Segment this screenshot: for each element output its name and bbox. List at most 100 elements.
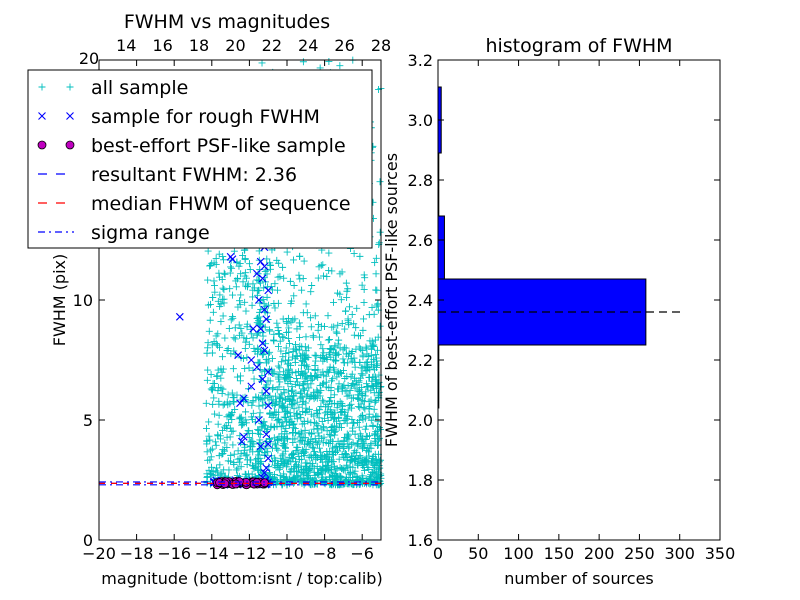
all-sample-point xyxy=(298,286,306,294)
all-sample-point xyxy=(280,473,288,481)
all-sample-point xyxy=(242,416,250,424)
all-sample-point xyxy=(276,378,284,386)
all-sample-point xyxy=(324,336,332,344)
all-sample-point xyxy=(345,391,353,399)
all-sample-point xyxy=(335,370,343,378)
all-sample-point xyxy=(283,248,291,256)
all-sample-point xyxy=(297,388,305,396)
all-sample-point xyxy=(338,268,346,276)
all-sample-point xyxy=(251,456,259,464)
all-sample-point xyxy=(254,466,262,474)
histogram-y-tick-label: 1.8 xyxy=(408,471,433,490)
all-sample-point xyxy=(330,415,338,423)
all-sample-point xyxy=(276,472,284,480)
all-sample-point xyxy=(291,315,299,323)
all-sample-point xyxy=(232,277,240,285)
all-sample-point xyxy=(277,358,285,366)
all-sample-point xyxy=(217,318,225,326)
scatter-top-tick-label: 16 xyxy=(152,36,172,55)
all-sample-point xyxy=(229,441,237,449)
all-sample-point xyxy=(266,409,274,417)
all-sample-point xyxy=(354,395,362,403)
rough-fwhm-point xyxy=(253,269,261,278)
all-sample-point xyxy=(280,274,288,282)
all-sample-point xyxy=(268,355,276,363)
all-sample-point xyxy=(307,393,315,401)
all-sample-point xyxy=(220,466,228,474)
all-sample-point xyxy=(302,333,310,341)
all-sample-point xyxy=(317,341,325,349)
all-sample-point xyxy=(349,424,357,432)
all-sample-point xyxy=(295,382,303,390)
all-sample-point xyxy=(337,408,345,416)
all-sample-point xyxy=(305,474,313,482)
all-sample-point xyxy=(257,305,265,313)
all-sample-point xyxy=(343,461,351,469)
all-sample-point xyxy=(297,367,305,375)
all-sample-point xyxy=(376,322,384,330)
all-sample-point xyxy=(328,410,336,418)
all-sample-point xyxy=(319,424,327,432)
all-sample-point xyxy=(293,443,301,451)
all-sample-point xyxy=(326,473,334,481)
all-sample-point xyxy=(359,315,367,323)
all-sample-point xyxy=(298,357,306,365)
all-sample-point xyxy=(296,411,304,419)
all-sample-point xyxy=(284,365,292,373)
all-sample-point xyxy=(318,426,326,434)
all-sample-point xyxy=(322,383,330,391)
all-sample-point xyxy=(254,451,262,459)
all-sample-point xyxy=(229,365,237,373)
all-sample-point xyxy=(245,470,253,478)
all-sample-point xyxy=(274,342,282,350)
all-sample-point xyxy=(242,307,250,315)
all-sample-point xyxy=(367,342,375,350)
all-sample-point xyxy=(289,256,297,264)
all-sample-point xyxy=(248,437,256,445)
all-sample-point xyxy=(307,410,315,418)
all-sample-point xyxy=(348,415,356,423)
all-sample-point xyxy=(314,429,322,437)
all-sample-point xyxy=(203,424,210,432)
all-sample-point xyxy=(297,372,305,380)
all-sample-point xyxy=(316,381,324,389)
all-sample-point xyxy=(331,349,339,357)
all-sample-point xyxy=(273,256,281,264)
all-sample-point xyxy=(362,367,370,375)
all-sample-point xyxy=(284,387,292,395)
all-sample-point xyxy=(350,456,358,464)
all-sample-point xyxy=(286,467,294,475)
all-sample-point xyxy=(225,324,233,332)
all-sample-point xyxy=(323,447,331,455)
all-sample-point xyxy=(226,269,234,277)
all-sample-point xyxy=(230,460,238,468)
all-sample-point xyxy=(345,435,353,443)
all-sample-point xyxy=(315,444,323,452)
all-sample-point xyxy=(285,369,293,377)
all-sample-point xyxy=(297,462,305,470)
rough-fwhm-point xyxy=(258,375,267,384)
all-sample-point xyxy=(363,345,371,353)
all-sample-point xyxy=(307,314,315,322)
all-sample-point xyxy=(218,389,226,397)
all-sample-point xyxy=(359,326,367,334)
all-sample-point xyxy=(296,342,304,350)
all-sample-point xyxy=(338,385,346,393)
all-sample-point xyxy=(355,394,363,402)
all-sample-point xyxy=(241,345,249,353)
scatter-top-tick-label: 20 xyxy=(225,36,245,55)
scatter-x-ticks: −20 −18 −16 −14 −12 −10 −8 −6 xyxy=(82,60,374,563)
all-sample-point xyxy=(295,271,303,279)
all-sample-point xyxy=(292,389,300,397)
all-sample-point xyxy=(270,337,278,345)
all-sample-point xyxy=(218,368,226,376)
all-sample-point xyxy=(371,366,379,374)
all-sample-point xyxy=(211,438,219,446)
all-sample-point xyxy=(228,427,236,435)
all-sample-point xyxy=(340,344,348,352)
all-sample-point xyxy=(349,380,357,388)
histogram-y-tick-label: 3.0 xyxy=(408,111,433,130)
all-sample-point xyxy=(285,458,293,466)
all-sample-point xyxy=(204,301,212,309)
all-sample-point xyxy=(259,401,267,409)
